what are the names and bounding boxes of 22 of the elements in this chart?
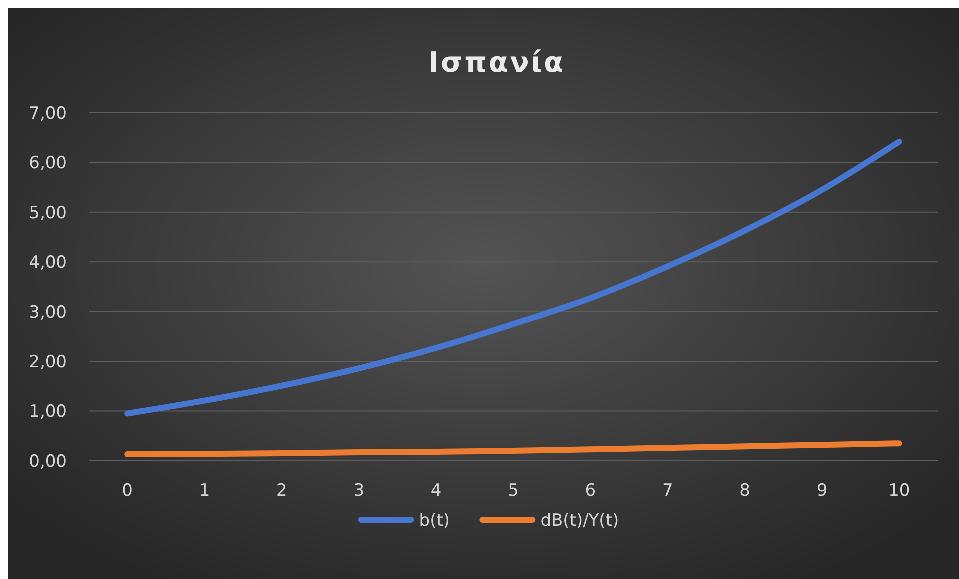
x-tick-label: 2 bbox=[276, 481, 288, 501]
legend-label: b(t) bbox=[419, 510, 450, 531]
x-tick-label: 7 bbox=[662, 481, 674, 501]
y-tick-label: 6,00 bbox=[29, 154, 67, 174]
y-tick-label: 5,00 bbox=[29, 203, 67, 224]
x-tick-label: 4 bbox=[430, 481, 442, 501]
x-tick-label: 1 bbox=[199, 481, 210, 501]
x-tick-label: 0 bbox=[122, 481, 134, 501]
y-tick-label: 7,00 bbox=[29, 104, 67, 124]
chart-title: Ισπανία bbox=[428, 46, 566, 79]
y-tick-label: 1,00 bbox=[29, 402, 67, 422]
x-tick-label: 3 bbox=[354, 481, 365, 501]
x-tick-label: 8 bbox=[740, 481, 750, 501]
x-tick-label: 10 bbox=[888, 481, 910, 501]
y-tick-label: 3,00 bbox=[29, 302, 67, 323]
x-tick-label: 6 bbox=[585, 481, 596, 501]
x-tick-label: 5 bbox=[508, 481, 519, 501]
y-tick-label: 4,00 bbox=[29, 253, 67, 274]
legend-label: dB(t)/Y(t) bbox=[540, 510, 620, 531]
y-tick-label: 0,00 bbox=[29, 452, 67, 472]
y-tick-label: 2,00 bbox=[29, 352, 67, 373]
x-tick-label: 9 bbox=[816, 481, 828, 501]
